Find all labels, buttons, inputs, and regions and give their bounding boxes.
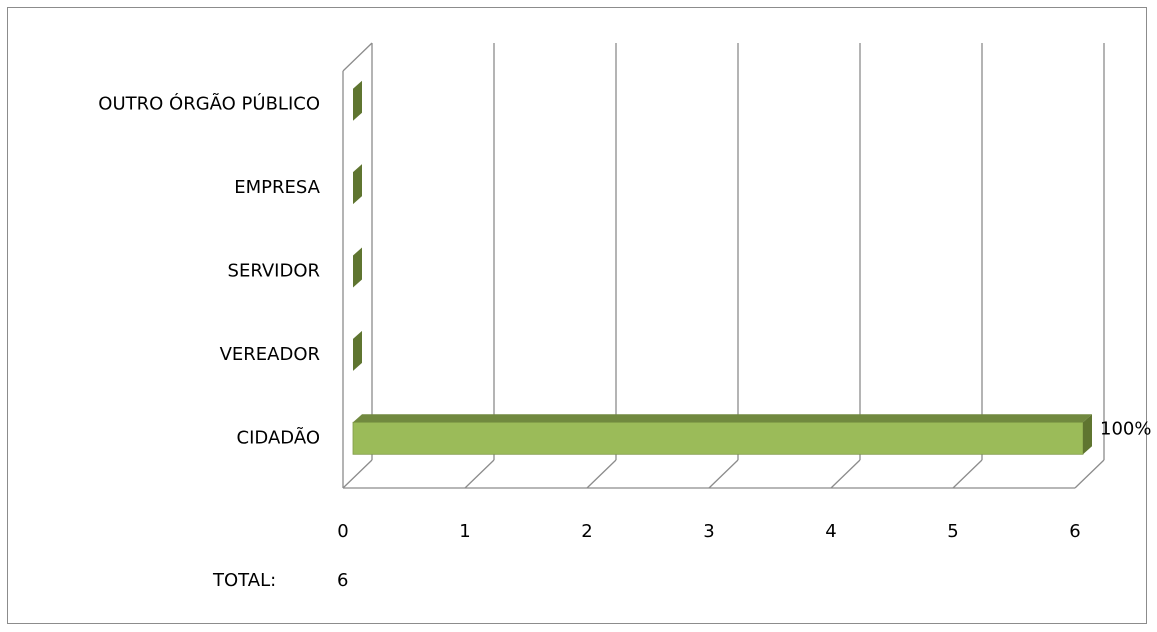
x-tick-label: 3 — [703, 521, 714, 542]
category-label: EMPRESA — [234, 177, 320, 198]
bar-side — [353, 164, 362, 205]
bar — [353, 80, 362, 121]
floor-line — [342, 459, 373, 489]
category-label: CIDADÃO — [237, 426, 320, 448]
total-label: TOTAL: — [212, 570, 276, 591]
floor-line — [464, 459, 495, 489]
bar — [352, 414, 1092, 455]
data-label: 100% — [1100, 418, 1151, 439]
x-tick-label: 4 — [825, 521, 836, 542]
bar-side — [353, 247, 362, 288]
chart-grid — [342, 42, 1105, 489]
bar — [353, 330, 362, 371]
total-value: 6 — [337, 570, 348, 591]
floor-line — [830, 459, 861, 489]
x-tick-label: 0 — [337, 521, 348, 542]
chart-bars — [352, 80, 1092, 455]
category-labels: CIDADÃO VEREADOR SERVIDOR EMPRESA OUTRO ÓRGÃ… — [98, 93, 320, 449]
data-labels: 100% — [1100, 418, 1151, 439]
x-tick-label: 6 — [1069, 521, 1080, 542]
bar-side — [353, 330, 362, 371]
bar-side — [1083, 414, 1092, 455]
bar-top — [353, 414, 1092, 423]
floor-line — [1074, 459, 1105, 489]
x-tick-label: 2 — [581, 521, 592, 542]
floor-line — [708, 459, 739, 489]
x-tick-labels: 0 1 2 3 4 5 6 — [337, 521, 1080, 542]
bar-side — [353, 80, 362, 121]
category-label: SERVIDOR — [228, 261, 320, 282]
category-label: OUTRO ÓRGÃO PÚBLICO — [98, 93, 320, 115]
floor-line — [586, 459, 617, 489]
category-label: VEREADOR — [220, 344, 320, 365]
x-tick-label: 5 — [947, 521, 958, 542]
floor-line — [952, 459, 983, 489]
x-tick-label: 1 — [459, 521, 470, 542]
left-wall-top — [342, 42, 373, 72]
bar — [353, 164, 362, 205]
chart-frame — [7, 7, 1147, 624]
bar-front — [352, 421, 1084, 455]
bar — [353, 247, 362, 288]
